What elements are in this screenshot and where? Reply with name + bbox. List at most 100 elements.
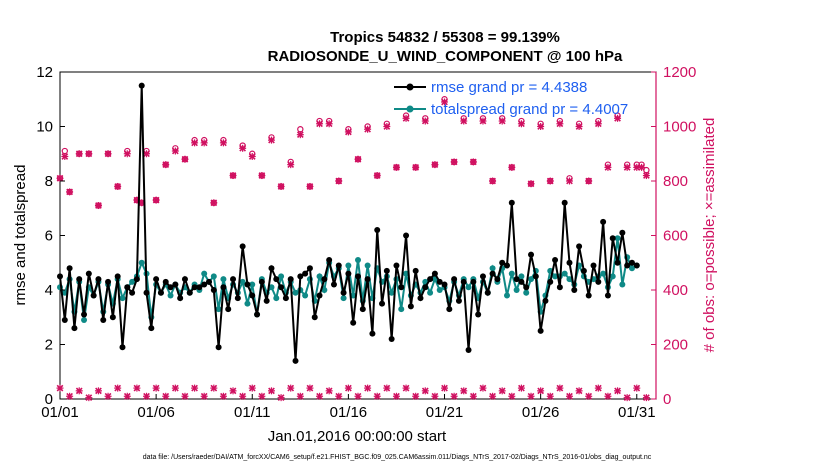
rmse-point: [234, 295, 241, 302]
obs-assimilated-marker: [104, 392, 112, 400]
obs-assimilated-marker: [162, 161, 170, 169]
rmse-point: [330, 281, 337, 288]
totalspread-point: [508, 270, 515, 277]
axes: 0 2 4 6 8 10 12 0 200 400 600 800 1000 1200 01/01 01/06…: [36, 64, 696, 421]
obs-assimilated-marker: [460, 387, 468, 395]
obs-assimilated-marker: [527, 392, 535, 400]
obs-assimilated-marker: [431, 392, 439, 400]
obs-assimilated-marker: [594, 120, 602, 128]
totalspread-point: [628, 265, 635, 272]
obs-assimilated-marker: [85, 150, 93, 158]
obs-assimilated-marker: [354, 392, 362, 400]
obs-assimilated-marker: [537, 123, 545, 130]
totalspread-point: [292, 289, 299, 296]
obs-assimilated-marker: [248, 152, 256, 160]
rmse-point: [585, 292, 592, 299]
totalspread-point: [528, 276, 535, 283]
rmse-point: [614, 259, 621, 266]
totalspread-point: [273, 295, 280, 302]
legend: rmse grand pr = 4.4388 totalspread grand…: [394, 79, 628, 118]
rmse-point: [556, 284, 563, 291]
rmse-point: [81, 311, 88, 318]
y-left-tick-label: 8: [45, 173, 53, 190]
rmse-point: [417, 295, 424, 302]
y-left-tick-label: 0: [45, 391, 53, 408]
totalspread-point: [302, 292, 309, 299]
rmse-point: [451, 276, 458, 283]
x-tick-label: 01/21: [426, 404, 464, 421]
obs-assimilated-marker: [181, 392, 189, 400]
rmse-point: [436, 278, 443, 285]
rmse-point: [278, 284, 285, 291]
obs-assimilated-marker: [200, 392, 208, 400]
rmse-point: [292, 357, 299, 364]
rmse-point: [393, 262, 400, 269]
obs-assimilated-marker: [239, 144, 247, 152]
totalspread-point: [215, 306, 222, 313]
totalspread-point: [119, 295, 126, 302]
obs-assimilated-marker: [565, 177, 573, 185]
rmse-point: [196, 284, 203, 291]
rmse-point: [403, 232, 410, 239]
rmse-point: [595, 278, 602, 285]
rmse-point: [542, 297, 549, 304]
rmse-point: [446, 306, 453, 313]
obs-assimilated-marker: [75, 387, 83, 395]
rmse-point: [225, 306, 232, 313]
totalspread-point: [316, 273, 323, 280]
rmse-point: [345, 270, 352, 277]
rmse-point: [359, 306, 366, 313]
rmse-point: [263, 297, 270, 304]
obs-assimilated-marker: [614, 114, 622, 122]
rmse-point: [580, 267, 587, 274]
obs-assimilated-marker: [210, 384, 218, 392]
obs-assimilated-marker: [489, 177, 497, 185]
totalspread-point: [138, 259, 145, 266]
rmse-point: [254, 311, 261, 318]
y-left-tick-label: 12: [36, 64, 53, 81]
obs-assimilated-marker: [469, 392, 477, 400]
totalspread-point: [619, 281, 626, 288]
rmse-point: [297, 273, 304, 280]
rmse-point: [475, 311, 482, 318]
y-right-tick-label: 800: [663, 173, 688, 190]
totalspread-point: [561, 270, 568, 277]
obs-assimilated-marker: [537, 387, 545, 395]
obs-assimilated-marker: [191, 384, 199, 392]
obs-assimilated-marker: [450, 392, 458, 400]
y-left-tick-label: 2: [45, 337, 53, 354]
x-tick-label: 01/01: [41, 404, 79, 421]
y-axis-label-right: # of obs: o=possible; ×=assimilated: [701, 118, 718, 353]
rmse-point: [513, 276, 520, 283]
rmse-point: [460, 278, 467, 285]
obs-assimilated-marker: [479, 117, 487, 125]
rmse-point: [282, 295, 289, 302]
obs-assimilated-marker: [546, 392, 554, 400]
rmse-point: [489, 270, 496, 277]
obs-assimilated-marker: [527, 180, 535, 188]
footer-data-file: data file: /Users/raeder/DAI/ATM_forcXX/…: [143, 454, 652, 461]
obs-assimilated-marker: [316, 120, 324, 128]
y-left-tick-label: 6: [45, 228, 53, 245]
x-tick-label: 01/26: [522, 404, 560, 421]
rmse-point: [85, 270, 92, 277]
rmse-point: [398, 284, 405, 291]
rmse-point: [215, 344, 222, 351]
rmse-point: [311, 314, 318, 321]
obs-assimilated-marker: [104, 150, 112, 158]
rmse-point: [441, 281, 448, 288]
rmse-point: [100, 316, 107, 323]
rmse-point: [201, 281, 208, 288]
rmse-point: [129, 289, 136, 296]
totalspread-point: [552, 273, 559, 280]
rmse-point: [532, 273, 539, 280]
rmse-point: [172, 281, 179, 288]
obs-assimilated-marker: [565, 392, 573, 400]
obs-assimilated-marker: [66, 392, 74, 400]
obs-assimilated-marker: [66, 188, 74, 196]
obs-assimilated-marker: [114, 384, 122, 392]
totalspread-point: [489, 265, 496, 272]
rmse-point: [508, 199, 515, 206]
obs-assimilated-marker: [325, 387, 333, 395]
rmse-point: [76, 276, 83, 283]
